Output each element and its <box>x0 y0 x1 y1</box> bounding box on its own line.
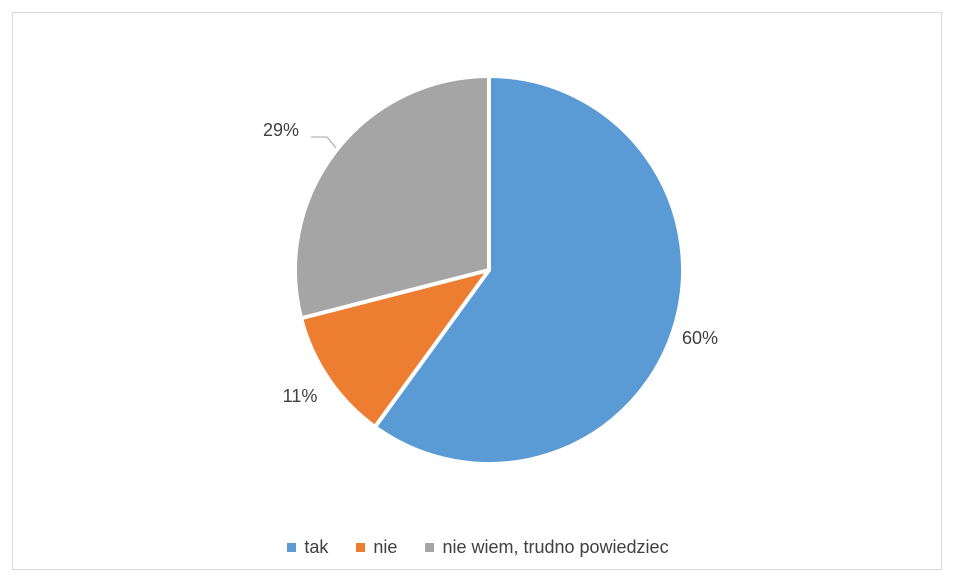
legend-label-tak: tak <box>304 537 329 557</box>
leader-lines <box>311 136 337 149</box>
data-label-nie-wiem-trudno-powiedziec: 29% <box>263 120 299 140</box>
legend-swatch-nie <box>356 543 366 552</box>
legend-label-nie: nie <box>373 537 398 557</box>
data-label-nie: 11% <box>283 386 318 406</box>
legend-swatch-tak <box>287 543 297 552</box>
pie-slice-tak <box>372 74 685 466</box>
pie-slice-nie-wiem-trudno-powiedziec <box>293 74 491 321</box>
legend-item-tak: tak <box>287 537 328 558</box>
legend-item-nie-wiem: nie wiem, trudno powiedziec <box>425 537 669 558</box>
leader-line-nie-wiem-trudno-powiedziec <box>311 136 337 149</box>
pie-slices <box>293 74 685 466</box>
legend-swatch-nie-wiem <box>425 543 435 552</box>
data-label-tak: 60% <box>682 328 718 348</box>
pie-slice-nie <box>299 268 491 429</box>
legend-label-nie-wiem: nie wiem, trudno powiedziec <box>442 537 669 557</box>
legend-item-nie: nie <box>356 537 397 558</box>
data-labels: 60% 11% 29% <box>263 120 718 406</box>
legend: tak nie nie wiem, trudno powiedziec <box>0 537 956 558</box>
